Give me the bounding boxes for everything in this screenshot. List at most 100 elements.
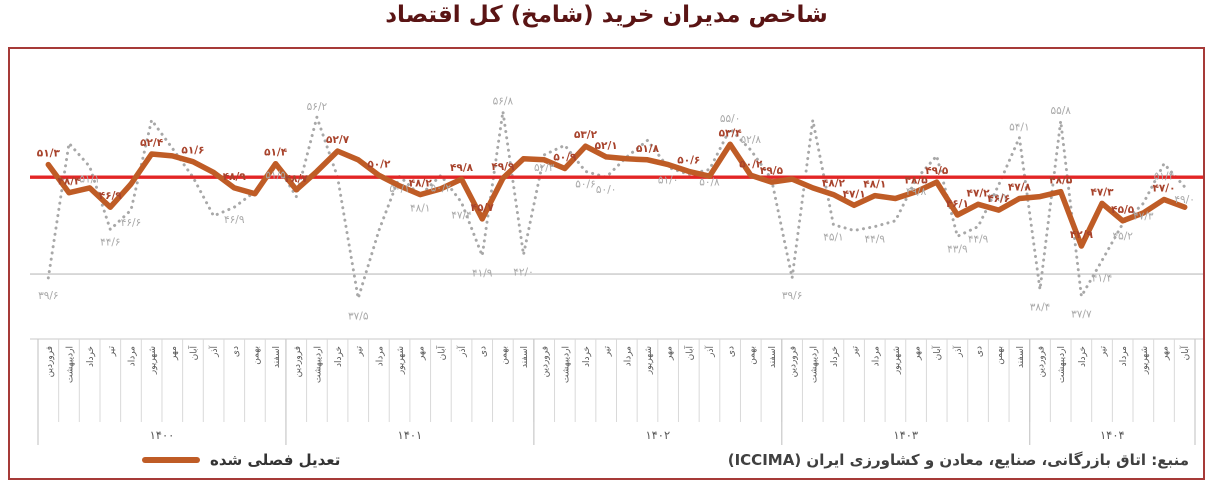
raw-data-label: ۴۲/۰ — [513, 267, 533, 279]
month-tick-label: اردیبهشت — [809, 346, 819, 383]
adjusted-data-label: ۴۶/۶ — [987, 193, 1010, 205]
chart-frame: فروردین اردیبهشت خرداد تیر مرداد شهریور مهر آبا… — [8, 47, 1205, 480]
month-tick-label: بهمن — [251, 346, 261, 365]
month-tick-label: مرداد — [1119, 346, 1129, 366]
month-tick-label: تیر — [603, 346, 613, 358]
adjusted-data-label: ۴۸/۴ — [57, 176, 81, 188]
source-text: منبع: اتاق بازرگانی، صنایع، معادن و کشاو… — [727, 451, 1189, 469]
raw-data-label: ۴۴/۹ — [968, 234, 989, 246]
month-tick-label: دی — [479, 346, 489, 357]
raw-data-label: ۴۹/۸ — [906, 186, 927, 198]
raw-data-label: ۴۴/۶ — [100, 237, 120, 249]
month-tick-label: شهریور — [148, 346, 158, 375]
month-tick-label: مهر — [417, 346, 427, 361]
month-tick-label: خرداد — [334, 346, 344, 367]
year-label: ۱۴۰۱ — [398, 428, 423, 442]
month-tick-label: خرداد — [582, 346, 592, 367]
month-tick-label: آذر — [208, 346, 220, 358]
month-tick-label: اسفند — [520, 346, 530, 368]
adjusted-data-label: ۵۱/۶ — [181, 145, 204, 157]
month-tick-label: اسفند — [768, 346, 778, 368]
raw-data-label: ۴۳/۹ — [947, 243, 968, 255]
month-tick-label: مرداد — [375, 346, 385, 366]
month-tick-label: آبان — [931, 346, 943, 361]
month-tick-label: مرداد — [871, 346, 881, 366]
adjusted-data-label: ۴۸/۹ — [223, 171, 247, 183]
month-tick-label: فروردین — [1037, 346, 1047, 377]
month-tick-label: خرداد — [1078, 346, 1088, 367]
adjusted-data-label: ۴۸/۵ — [1049, 175, 1073, 187]
month-tick-label: بهمن — [995, 346, 1005, 365]
month-tick-label: فروردین — [45, 346, 55, 377]
adjusted-data-label: ۴۸/۵ — [905, 175, 929, 187]
raw-data-label: ۴۶/۹ — [224, 214, 245, 226]
adjusted-data-label: ۴۵/۵ — [1111, 204, 1135, 216]
month-tick-label: فروردین — [293, 346, 303, 377]
month-tick-label: اردیبهشت — [313, 346, 323, 383]
raw-data-label: ۵۰/۶ — [575, 178, 595, 190]
month-tick-label: بهمن — [499, 346, 509, 365]
page-title: شاخص مدیران خرید (شامخ) کل اقتصاد — [385, 2, 828, 28]
adjusted-data-label: ۴۶/۹ — [99, 190, 123, 202]
month-tick-label: دی — [727, 346, 737, 357]
adjusted-data-label: ۴۵/۷ — [471, 202, 495, 214]
adjusted-data-label: ۵۱/۴ — [264, 147, 288, 159]
adjusted-data-label: ۴۸/۲ — [822, 178, 846, 190]
month-tick-label: خرداد — [830, 346, 840, 367]
month-tick-label: آذر — [704, 346, 716, 358]
month-tick-label: مهر — [665, 346, 675, 361]
raw-data-label: ۳۷/۷ — [1071, 308, 1092, 320]
raw-data-label: ۵۰/۰ — [596, 184, 616, 196]
year-label: ۱۴۰۳ — [893, 428, 918, 442]
raw-data-label: ۵۵/۰ — [720, 113, 740, 125]
month-tick-label: آذر — [456, 346, 468, 358]
month-tick-label: شهریور — [1140, 346, 1150, 375]
month-tick-label: مرداد — [623, 346, 633, 366]
raw-data-label: ۵۶/۸ — [493, 95, 514, 107]
month-tick-label: مرداد — [127, 346, 137, 366]
month-tick-label: آبان — [1179, 346, 1191, 361]
month-tick-label: آبان — [187, 346, 199, 361]
adjusted-data-label: ۴۷/۰ — [1152, 182, 1175, 194]
month-tick-label: فروردین — [541, 346, 551, 377]
raw-data-label: ۴۷/۴ — [451, 209, 471, 221]
raw-data-label: ۵۱/۴ — [1154, 171, 1174, 183]
adjusted-data-label: ۵۲/۱ — [595, 140, 618, 152]
adjusted-data-label: ۵۱/۸ — [636, 143, 660, 155]
pmi-chart-svg: فروردین اردیبهشت خرداد تیر مرداد شهریور مهر آبا… — [30, 95, 1203, 445]
month-tick-label: دی — [975, 346, 985, 357]
month-tick-label: اسفند — [272, 346, 282, 368]
adjusted-data-label: ۴۹/۹ — [491, 161, 515, 173]
raw-data-label: ۵۶/۲ — [307, 101, 328, 113]
month-tick-label: تیر — [355, 346, 365, 358]
month-tick-label: آبان — [435, 346, 447, 361]
month-tick-label: بهمن — [747, 346, 757, 365]
adjusted-data-label: ۴۷/۸ — [1008, 182, 1032, 194]
month-tick-label: شهریور — [396, 346, 406, 375]
chart-footer: تعدیل فصلی شده منبع: اتاق بازرگانی، صنای… — [10, 447, 1203, 473]
raw-data-label: ۵۴/۱ — [1009, 122, 1029, 134]
raw-data-label: ۵۱/۱ — [79, 174, 99, 186]
adjusted-data-label: ۵۲/۴ — [140, 137, 164, 149]
adjusted-data-label: ۴۶/۱ — [946, 198, 969, 210]
month-tick-label: تیر — [107, 346, 117, 358]
raw-data-label: ۴۱/۴ — [1092, 272, 1112, 284]
adjusted-data-label: ۵۰/۲ — [739, 158, 763, 170]
month-tick-label: فروردین — [789, 346, 799, 377]
raw-data-label: ۵۱/۰ — [658, 175, 678, 187]
raw-data-label: ۳۹/۶ — [782, 290, 802, 302]
month-tick-label: اردیبهشت — [65, 346, 75, 383]
year-label: ۱۴۰۲ — [645, 428, 670, 442]
adjusted-data-label: ۴۸/۷ — [285, 173, 309, 185]
raw-data-label: ۵۲/۸ — [741, 134, 762, 146]
month-tick-label: آذر — [952, 346, 964, 358]
adjusted-data-label: ۵۰/۲ — [367, 158, 391, 170]
raw-data-label: ۴۷/۳ — [1133, 210, 1154, 222]
year-label: ۱۴۰۰ — [150, 428, 175, 442]
adjusted-data-label: ۴۹/۵ — [925, 165, 949, 177]
adjusted-data-label: ۴۸/۲ — [409, 178, 433, 190]
raw-data-label: ۵۰/۱ — [389, 183, 409, 195]
month-tick-label: شهریور — [644, 346, 654, 375]
raw-data-label: ۴۸/۱ — [410, 203, 430, 215]
raw-data-label: ۴۶/۶ — [121, 217, 141, 229]
